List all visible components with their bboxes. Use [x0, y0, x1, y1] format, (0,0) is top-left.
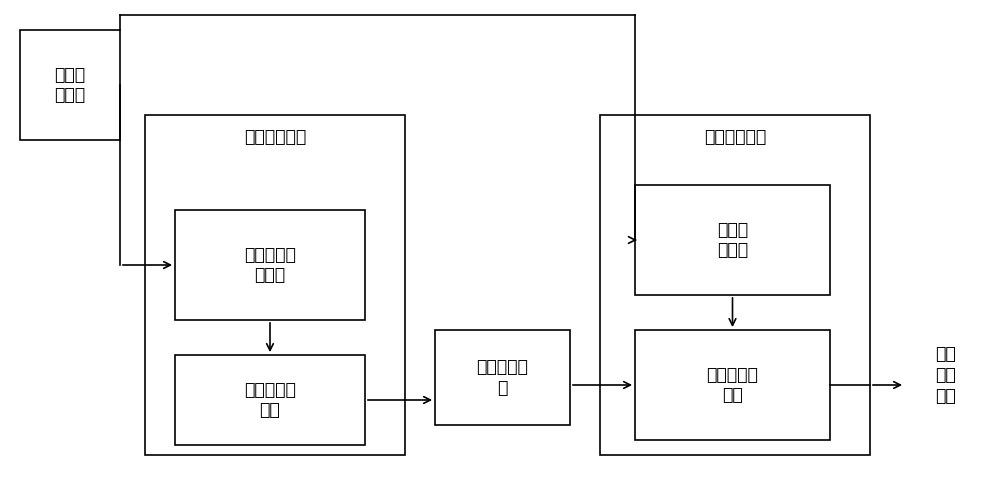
Bar — [600, 115, 870, 455]
Text: 第二处理模
块: 第二处理模 块 — [477, 358, 528, 397]
Bar — [20, 30, 120, 140]
Bar — [635, 330, 830, 440]
Bar — [175, 210, 365, 320]
Bar — [635, 185, 830, 295]
Text: 第三处理模块: 第三处理模块 — [704, 128, 766, 146]
Text: 抑制模型子
模块: 抑制模型子 模块 — [707, 366, 758, 404]
Text: 三维扫
描设备: 三维扫 描设备 — [54, 66, 86, 104]
Bar — [145, 115, 405, 455]
Bar — [435, 330, 570, 425]
Text: 合成
人脸
模型: 合成 人脸 模型 — [935, 345, 955, 405]
Text: 曲面拟合子
模块: 曲面拟合子 模块 — [244, 381, 296, 419]
Text: 第一处理模块: 第一处理模块 — [244, 128, 306, 146]
Text: 下采样
子模块: 下采样 子模块 — [717, 220, 748, 259]
Bar — [175, 355, 365, 445]
Text: 归一化处理
子模块: 归一化处理 子模块 — [244, 245, 296, 284]
